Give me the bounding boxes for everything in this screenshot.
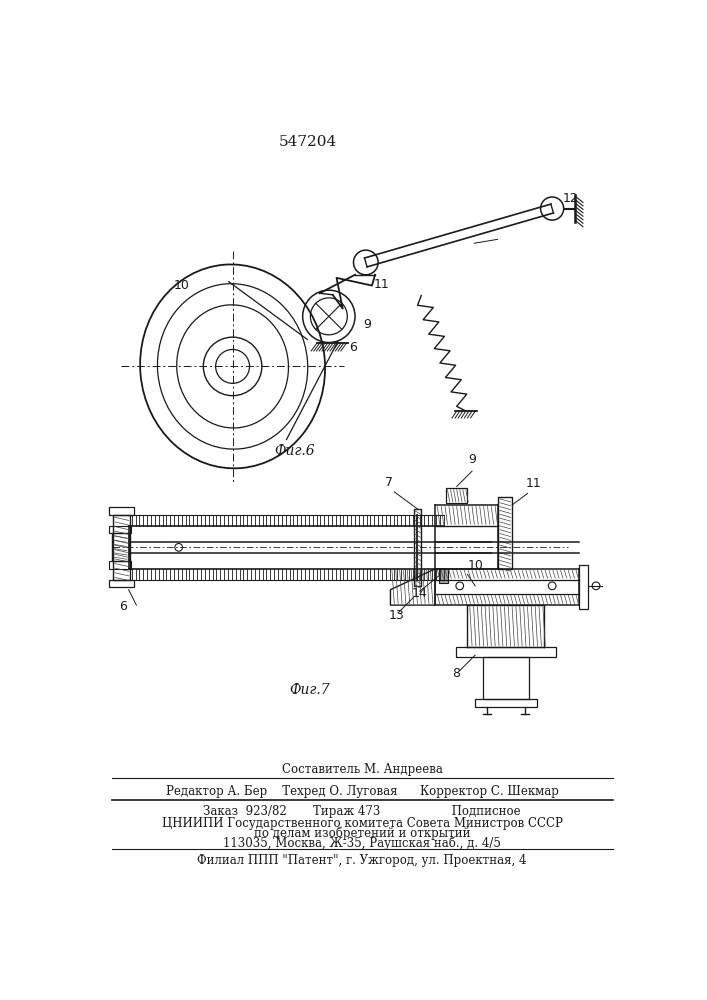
Text: 6: 6: [349, 341, 357, 354]
Text: Филиал ППП "Патент", г. Ужгород, ул. Проектная, 4: Филиал ППП "Патент", г. Ужгород, ул. Про…: [197, 854, 527, 867]
Text: 14: 14: [412, 587, 428, 600]
Text: 13: 13: [389, 609, 404, 622]
Text: 9: 9: [468, 453, 476, 466]
Bar: [456, 647, 556, 657]
Text: Заказ  923/82       Тираж 473                   Подписное: Заказ 923/82 Тираж 473 Подписное: [203, 805, 521, 818]
Text: Фиг.6: Фиг.6: [274, 444, 315, 458]
Bar: [110, 561, 131, 569]
Text: по делам изобретений и открытий: по делам изобретений и открытий: [254, 827, 470, 840]
Text: Фиг.7: Фиг.7: [289, 683, 330, 697]
Text: 9: 9: [363, 318, 371, 331]
Text: 10: 10: [173, 279, 189, 292]
Bar: [110, 580, 134, 587]
Bar: [475, 699, 537, 707]
Text: 547204: 547204: [279, 135, 337, 149]
Text: 113035, Москва, Ж-35, Раушская наб., д. 4/5: 113035, Москва, Ж-35, Раушская наб., д. …: [223, 837, 501, 850]
Text: 8: 8: [452, 667, 460, 680]
Text: 10: 10: [467, 559, 484, 572]
Bar: [112, 533, 129, 561]
Text: 11: 11: [373, 278, 390, 291]
Bar: [110, 526, 131, 533]
Bar: [498, 497, 512, 569]
Text: 7: 7: [385, 476, 393, 489]
Bar: [110, 507, 134, 515]
Text: ЦНИИПИ Государственного комитета Совета Министров СССР: ЦНИИПИ Государственного комитета Совета …: [161, 817, 562, 830]
Bar: [414, 509, 421, 586]
Text: Составитель М. Андреева: Составитель М. Андреева: [281, 763, 443, 776]
Bar: [439, 569, 448, 583]
Text: 12: 12: [563, 192, 578, 205]
Bar: [446, 488, 467, 503]
Bar: [579, 565, 588, 609]
Text: 6: 6: [119, 600, 127, 613]
Bar: [113, 515, 130, 580]
Text: Редактор А. Бер    Техред О. Луговая      Корректор С. Шекмар: Редактор А. Бер Техред О. Луговая Коррек…: [165, 785, 559, 798]
Text: 11: 11: [525, 477, 541, 490]
Bar: [483, 657, 529, 699]
